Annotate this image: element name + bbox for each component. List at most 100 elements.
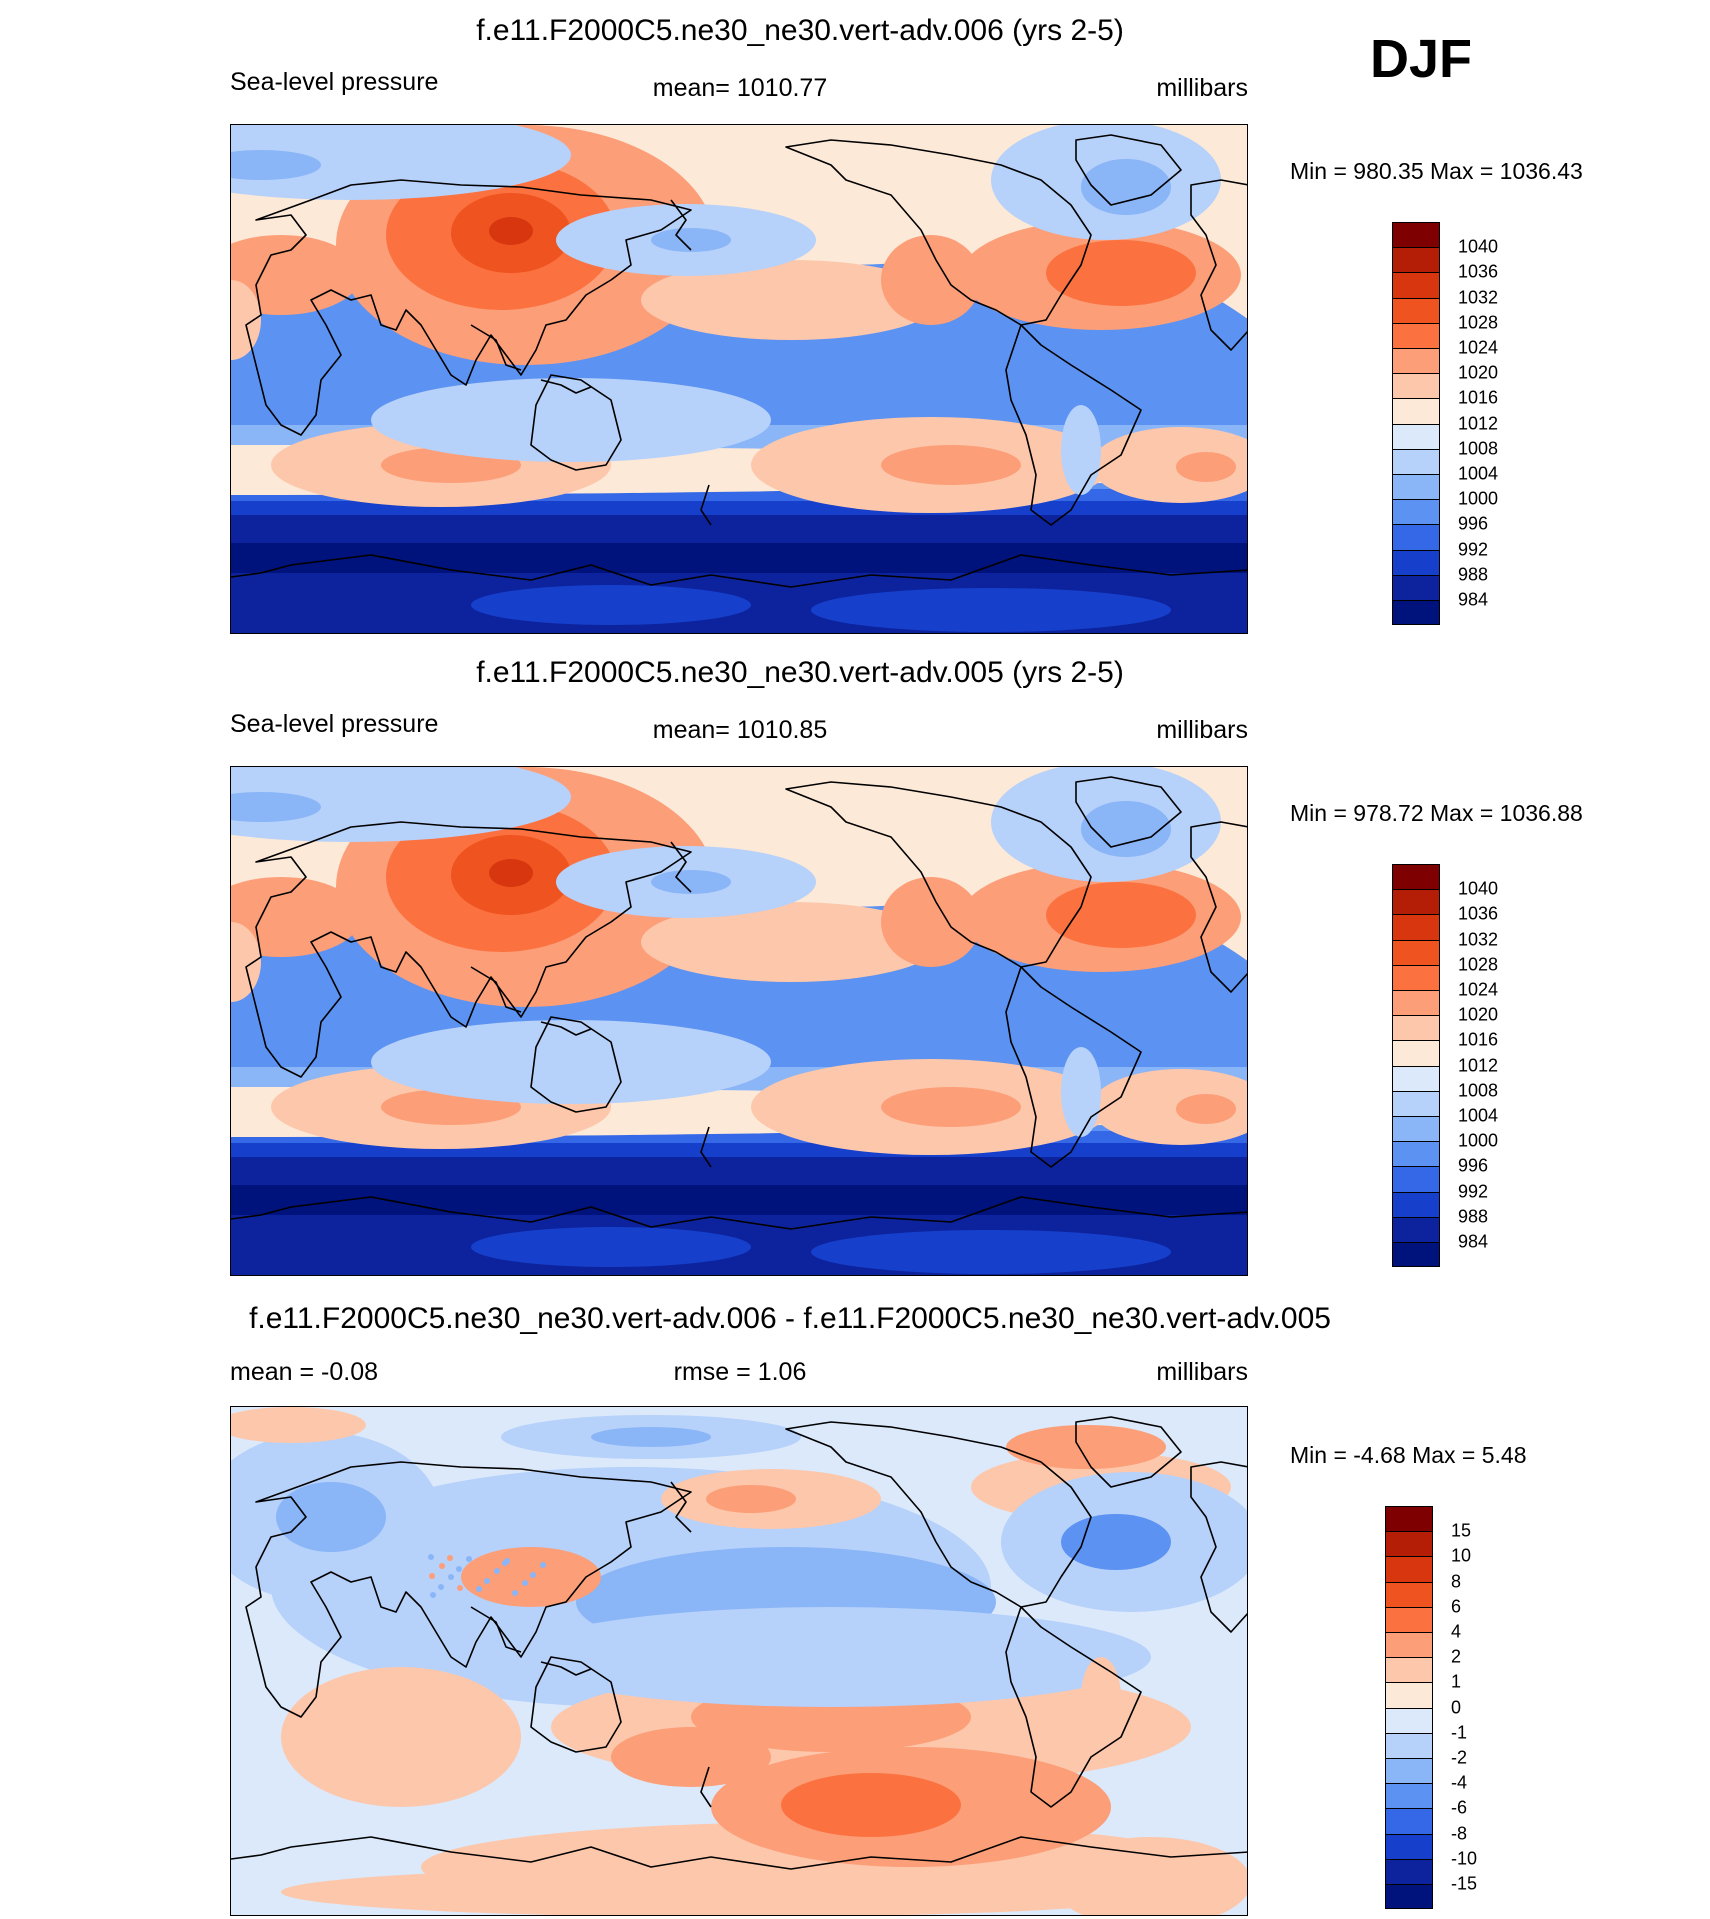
colorbar-swatch xyxy=(1392,423,1440,449)
colorbar-tick-label: 1024 xyxy=(1458,979,1499,1000)
coastline xyxy=(470,324,522,371)
colorbar-tick-label: 1004 xyxy=(1458,1105,1499,1126)
coastline xyxy=(1190,1461,1247,1633)
colorbar-swatch xyxy=(1385,1606,1433,1632)
colorbar-swatch xyxy=(1392,1191,1440,1217)
colorbar-tick-label: 996 xyxy=(1458,1155,1489,1176)
colorbar-swatch xyxy=(1392,549,1440,575)
colorbar-swatch xyxy=(1392,964,1440,990)
panel1-units-label: millibars xyxy=(1156,74,1248,102)
coastline xyxy=(470,1606,522,1653)
colorbar-tick-label: -8 xyxy=(1451,1823,1468,1844)
colorbar-swatch xyxy=(1385,1581,1433,1607)
colorbar-swatch xyxy=(1392,864,1440,890)
colorbar-tick-label: 1008 xyxy=(1458,438,1499,459)
coastline-group xyxy=(231,776,1247,1230)
panel1-mean-label: mean= 1010.77 xyxy=(652,74,828,102)
colorbar-tick-label: 6 xyxy=(1451,1596,1462,1617)
colorbar-swatch xyxy=(1385,1758,1433,1784)
colorbar-swatch xyxy=(1392,247,1440,273)
coastline xyxy=(290,1836,1247,1870)
coastline-group xyxy=(231,134,1247,588)
coastline xyxy=(670,1481,692,1533)
colorbar-swatch xyxy=(1392,398,1440,424)
colorbar-swatch xyxy=(1392,499,1440,525)
panel3-rmse-label: rmse = 1.06 xyxy=(673,1358,807,1386)
colorbar-swatch xyxy=(1392,939,1440,965)
colorbar-swatch xyxy=(1392,322,1440,348)
colorbar-swatch xyxy=(1392,474,1440,500)
colorbar-tick-label: 1016 xyxy=(1458,1029,1499,1050)
colorbar-tick-label: 1000 xyxy=(1458,488,1499,509)
coastline xyxy=(290,554,1247,588)
colorbar-tick-label: 1032 xyxy=(1458,287,1499,308)
colorbar-swatch xyxy=(1385,1632,1433,1658)
coastline xyxy=(540,1661,592,1676)
colorbar-swatch xyxy=(1385,1858,1433,1884)
colorbar-tick-label: 2 xyxy=(1451,1646,1462,1667)
panel2-mean-label: mean= 1010.85 xyxy=(652,716,828,744)
colorbar-tick-label: 1040 xyxy=(1458,236,1499,257)
panel1-map-svg xyxy=(231,125,1247,633)
colorbar-swatch xyxy=(1392,990,1440,1016)
panel3-title: f.e11.F2000C5.ne30_ne30.vert-adv.006 - f… xyxy=(249,1302,1331,1335)
colorbar-swatch xyxy=(1392,348,1440,374)
colorbar-swatch xyxy=(1385,1808,1433,1834)
colorbar-tick-label: 1020 xyxy=(1458,1004,1499,1025)
colorbar-swatch xyxy=(1392,1166,1440,1192)
colorbar-tick-label: 0 xyxy=(1451,1697,1462,1718)
colorbar-tick-label: 10 xyxy=(1451,1545,1472,1566)
coastline xyxy=(1005,966,1142,1168)
colorbar-tick-label: 1032 xyxy=(1458,929,1499,950)
colorbar-tick-label: 1024 xyxy=(1458,337,1499,358)
colorbar-swatch xyxy=(1392,1216,1440,1242)
coastline xyxy=(540,379,592,394)
colorbar-tick-label: 996 xyxy=(1458,513,1489,534)
colorbar-tick-label: -2 xyxy=(1451,1747,1468,1768)
panel1-minmax: Min = 980.35 Max = 1036.43 xyxy=(1290,158,1583,184)
panel1-title: f.e11.F2000C5.ne30_ne30.vert-adv.006 (yr… xyxy=(476,14,1124,47)
colorbar-swatch xyxy=(1392,1015,1440,1041)
panel1-map xyxy=(230,124,1248,634)
colorbar-tick-label: 992 xyxy=(1458,539,1489,560)
panel3-minmax: Min = -4.68 Max = 5.48 xyxy=(1290,1442,1527,1468)
colorbar-swatch xyxy=(1392,1040,1440,1066)
coastline xyxy=(540,1021,592,1036)
coastline xyxy=(1005,1606,1142,1808)
colorbar-tick-label: 1000 xyxy=(1458,1130,1499,1151)
colorbar-swatch xyxy=(1385,1556,1433,1582)
colorbar-tick-label: 8 xyxy=(1451,1571,1462,1592)
colorbar-tick-label: 1008 xyxy=(1458,1080,1499,1101)
coastline xyxy=(245,821,692,1078)
colorbar-swatch xyxy=(1385,1531,1433,1557)
panel3-units-label: millibars xyxy=(1156,1358,1248,1386)
colorbar-swatch xyxy=(1385,1682,1433,1708)
colorbar-tick-label: 988 xyxy=(1458,1206,1489,1227)
colorbar-swatch xyxy=(1385,1707,1433,1733)
colorbar-swatch xyxy=(1385,1732,1433,1758)
colorbar-swatch xyxy=(1385,1506,1433,1532)
coastline xyxy=(1190,179,1247,351)
colorbar-tick-label: 15 xyxy=(1451,1520,1472,1541)
panel2-units-label: millibars xyxy=(1156,716,1248,744)
colorbar-swatch xyxy=(1392,272,1440,298)
coastline xyxy=(245,1461,692,1718)
colorbar-swatch xyxy=(1392,1116,1440,1142)
coastline xyxy=(530,1656,622,1753)
colorbar-swatch xyxy=(1392,448,1440,474)
coastline xyxy=(245,179,692,436)
panel1-variable-label: Sea-level pressure xyxy=(230,68,439,96)
panel3-map xyxy=(230,1406,1248,1916)
coastline xyxy=(231,1846,292,1860)
coastline xyxy=(470,966,522,1013)
colorbar-swatch xyxy=(1385,1884,1433,1910)
colorbar-tick-label: 988 xyxy=(1458,564,1489,585)
panel2-minmax: Min = 978.72 Max = 1036.88 xyxy=(1290,800,1583,826)
colorbar-swatch xyxy=(1392,1090,1440,1116)
colorbar-tick-label: -4 xyxy=(1451,1772,1468,1793)
colorbar-swatch xyxy=(1392,600,1440,626)
colorbar-tick-label: 984 xyxy=(1458,1231,1489,1252)
panel2-variable-label: Sea-level pressure xyxy=(230,710,439,738)
coastline xyxy=(1190,821,1247,993)
colorbar-swatch xyxy=(1392,914,1440,940)
